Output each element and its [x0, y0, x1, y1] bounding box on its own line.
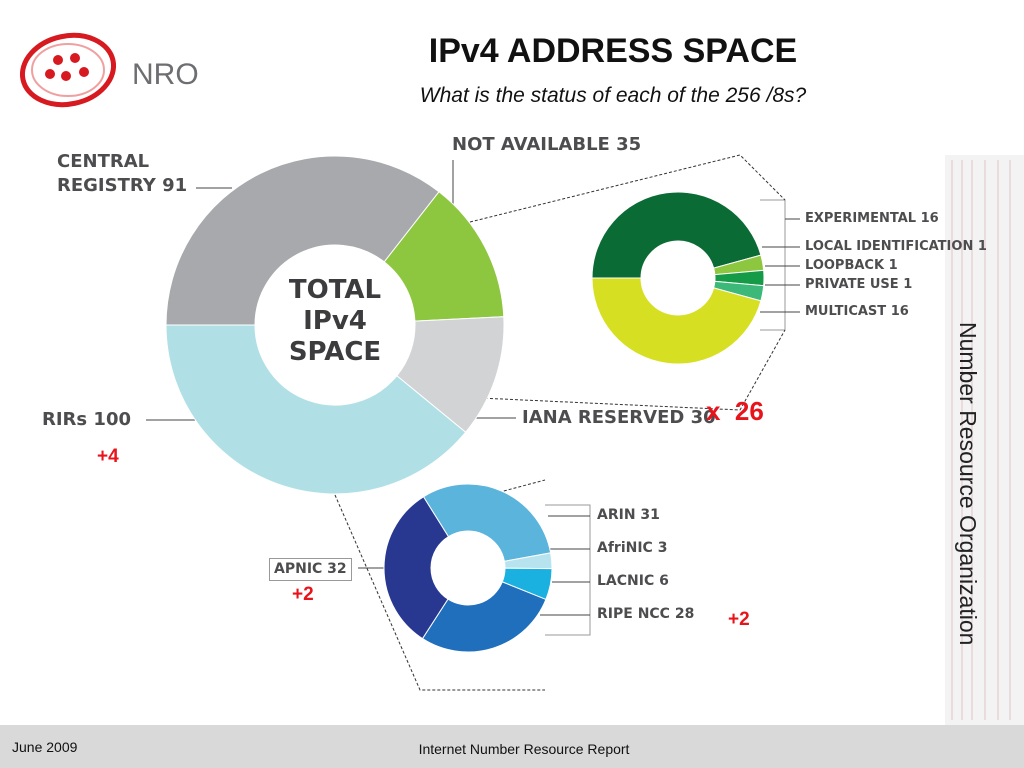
slice-label: LOCAL IDENTIFICATION 1	[805, 238, 987, 256]
category-name: NOT AVAILABLE	[452, 134, 610, 155]
slide-subtitle: What is the status of each of the 256 /8…	[420, 84, 807, 107]
center-text: TOTAL IPv4 SPACE	[288, 275, 382, 368]
slice-value: 28	[674, 606, 695, 622]
annotation: +4	[97, 446, 119, 468]
slice-value: 32	[327, 561, 347, 577]
slide-title: IPv4 ADDRESS SPACE	[429, 32, 797, 70]
slice-value: 1	[977, 239, 987, 254]
slice-value: 6	[659, 573, 669, 589]
category-name: LOOPBACK	[805, 258, 885, 273]
slice-label: NOT AVAILABLE 35	[452, 133, 641, 157]
slice-value: 31	[640, 507, 660, 523]
pie-hole	[641, 241, 715, 315]
slice-label: LOOPBACK 1	[805, 257, 898, 275]
annotation-text: x 26	[706, 396, 764, 426]
slice-label: PRIVATE USE 1	[805, 276, 912, 294]
annotation-text: +4	[97, 446, 119, 467]
slice-label: CENTRAL REGISTRY 91	[57, 150, 207, 199]
category-name: MULTICAST	[805, 304, 887, 319]
slice-label: IANA RESERVED 30	[522, 406, 716, 430]
slice-value: 3	[657, 540, 668, 556]
slice-value: 1	[903, 277, 913, 292]
pie-hole	[431, 531, 505, 605]
slice-value: 16	[890, 304, 909, 319]
category-name: LOCAL IDENTIFICATION	[805, 239, 974, 254]
category-name: EXPERIMENTAL	[805, 211, 917, 226]
annotation-text: +2	[728, 609, 750, 630]
slice-value: 100	[93, 409, 131, 430]
footer-date: June 2009	[12, 739, 78, 755]
side-text: Number Resource Organization	[955, 322, 981, 645]
footer-title: Internet Number Resource Report	[419, 741, 630, 757]
slice-label: EXPERIMENTAL 16	[805, 210, 939, 228]
category-name: RIRs	[42, 409, 88, 430]
category-name: IANA RESERVED	[522, 407, 685, 428]
annotation: +2	[728, 609, 750, 631]
side-pattern	[951, 160, 1011, 720]
slice-label: ARIN 31	[597, 506, 660, 525]
leaders	[146, 160, 800, 636]
slice-label: APNIC 32	[269, 558, 352, 581]
slice-value: 1	[888, 258, 898, 273]
category-name: APNIC	[274, 561, 323, 577]
slice-value: 91	[162, 175, 188, 197]
annotation: x 26	[706, 396, 764, 427]
annotation-text: +2	[292, 584, 314, 605]
category-name: ARIN	[597, 507, 636, 523]
center-label: TOTAL IPv4 SPACE	[275, 275, 395, 369]
slice-value: 35	[616, 134, 642, 155]
slice-label: RIRs 100	[42, 408, 131, 432]
pie-hole	[255, 245, 415, 405]
slice-label: RIPE NCC 28	[597, 605, 694, 624]
slice-value: 16	[920, 211, 939, 226]
category-name: CENTRAL REGISTRY	[57, 151, 156, 197]
slice-label: MULTICAST 16	[805, 303, 909, 321]
category-name: AfriNIC	[597, 540, 653, 556]
category-name: RIPE NCC	[597, 606, 670, 622]
category-name: LACNIC	[597, 573, 655, 589]
slice-label: AfriNIC 3	[597, 539, 667, 558]
footer-bar	[0, 725, 1024, 768]
logo-text: NRO	[132, 58, 199, 91]
category-name: PRIVATE USE	[805, 277, 899, 292]
slice-value: 30	[690, 407, 716, 428]
slice-label: LACNIC 6	[597, 572, 669, 591]
logo-mark	[19, 32, 117, 108]
annotation: +2	[292, 584, 314, 606]
